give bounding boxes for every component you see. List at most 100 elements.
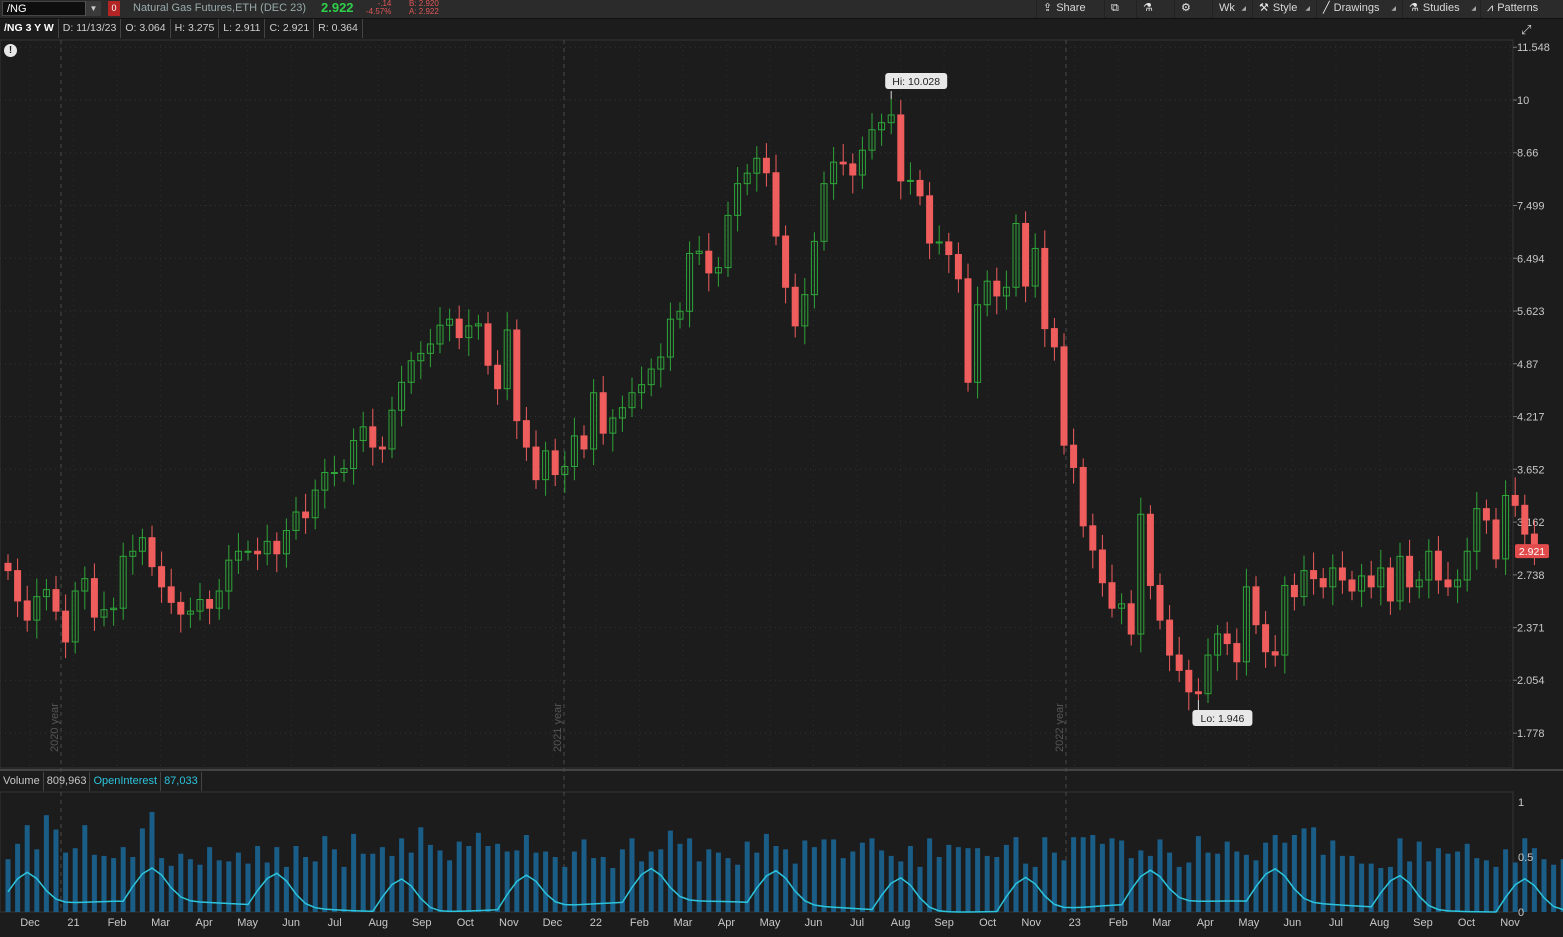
candle-body <box>1300 570 1308 598</box>
volume-bar <box>351 833 357 912</box>
candle-body <box>609 417 617 434</box>
volume-bar <box>629 838 635 912</box>
zoom-icon: ⤢ <box>1521 23 1531 38</box>
volume-bar <box>821 839 827 912</box>
candle-body <box>100 609 108 618</box>
patterns-button[interactable]: ⩘ Patterns <box>1480 0 1563 18</box>
candle-body <box>4 562 12 572</box>
volume-bar <box>619 849 625 912</box>
candle-body <box>945 241 953 256</box>
candle-body <box>330 471 338 474</box>
candle-body <box>484 323 492 366</box>
symbol-input[interactable]: /NG <box>2 1 100 16</box>
time-tick-label: Nov <box>1021 917 1041 929</box>
candle-body <box>52 589 60 612</box>
candle-body <box>1118 603 1126 609</box>
volume-bar <box>72 848 78 912</box>
candle-body <box>62 610 70 643</box>
symbol-dropdown-icon[interactable]: ▼ <box>85 1 101 16</box>
volume-bar <box>1282 842 1288 912</box>
candle-body <box>714 267 722 274</box>
year-marker-label: 2020 year <box>49 703 61 752</box>
volume-bar <box>1426 861 1432 912</box>
close-readout: C: 2.921 <box>265 19 315 38</box>
volume-bar <box>1243 854 1249 912</box>
candle-body <box>1396 555 1404 602</box>
volume-bar <box>322 836 328 912</box>
candle-body <box>666 318 674 358</box>
candle-body <box>542 450 550 481</box>
low-callout-box <box>1192 710 1253 727</box>
candle-body <box>503 329 511 390</box>
volume-bar <box>994 857 1000 912</box>
time-tick-label: Dec <box>543 917 563 929</box>
time-tick-label: Jul <box>1329 917 1343 929</box>
high-callout <box>885 72 948 99</box>
volume-bar <box>360 853 366 912</box>
time-tick-label: Feb <box>630 917 649 929</box>
candle-body <box>532 446 540 481</box>
candle-body <box>417 352 425 362</box>
candle-body <box>244 550 252 553</box>
candle-body <box>1377 567 1385 588</box>
volume-bar <box>43 815 49 912</box>
price-tick-label: 11.548 <box>1517 42 1550 54</box>
alert-badge[interactable]: 0 <box>108 1 120 16</box>
price-tick-label: 10 <box>1517 95 1529 107</box>
style-button[interactable]: ⚒ Style ◢ <box>1252 0 1312 18</box>
candle-body <box>311 489 319 519</box>
candle-body <box>868 129 876 151</box>
volume-value: 809,963 <box>44 772 91 791</box>
time-tick-label: Mar <box>151 917 170 929</box>
volume-bar <box>408 852 414 912</box>
volume-bar <box>437 850 443 912</box>
candle-body <box>33 596 41 621</box>
candle-body <box>1367 575 1375 588</box>
open-interest-value: 87,033 <box>161 772 202 791</box>
candle-body <box>388 409 396 450</box>
candle-body <box>676 310 684 320</box>
date-readout: D: 11/13/23 <box>59 19 122 38</box>
studies-button[interactable]: ⚗ Studies ◢ <box>1402 0 1478 18</box>
low-callout <box>1192 700 1253 727</box>
candle-body <box>1031 247 1039 287</box>
chart-symbol-label[interactable]: /NG 3 Y W <box>0 19 59 38</box>
candle-body <box>858 149 866 176</box>
candle-body <box>878 122 886 131</box>
candle-body <box>234 550 242 561</box>
time-tick-label: Nov <box>499 917 519 929</box>
candle-body <box>455 318 463 339</box>
top-toolbar: /NG ▼ 0 Natural Gas Futures,ETH (DEC 23)… <box>0 0 1563 19</box>
timeframe-button[interactable]: Wk ◢ <box>1212 0 1248 18</box>
volume-bar <box>792 863 798 912</box>
volume-bar <box>1272 835 1278 912</box>
candle-body <box>350 440 358 469</box>
drawings-button[interactable]: ╱ Drawings ◢ <box>1316 0 1398 18</box>
symbol-description: Natural Gas Futures,ETH (DEC 23) <box>133 2 306 14</box>
volume-bar <box>399 838 405 912</box>
ask-value: A: 2.922 <box>409 7 439 16</box>
volume-bar <box>485 846 491 912</box>
volume-bar <box>283 866 289 912</box>
volume-bar <box>149 811 155 912</box>
candle-body <box>1310 570 1318 580</box>
share-button[interactable]: ⇪ Share <box>1036 0 1102 18</box>
candle-body <box>954 254 962 280</box>
candle-body <box>1348 579 1356 592</box>
candle-body <box>1079 466 1087 527</box>
candle-body <box>1521 504 1529 535</box>
flask-button[interactable]: ⚗ <box>1136 0 1166 18</box>
volume-bar <box>773 846 779 912</box>
candle-body <box>1444 579 1452 588</box>
volume-bar <box>226 861 232 912</box>
share-icon: ⇪ <box>1043 2 1053 14</box>
volume-bar <box>120 847 126 912</box>
volume-bar <box>1503 849 1509 912</box>
settings-button[interactable]: ⚙ <box>1174 0 1204 18</box>
volume-bar <box>907 846 913 912</box>
warning-icon[interactable]: ! <box>4 44 17 57</box>
volume-bar <box>1080 837 1086 912</box>
chart-settings-button[interactable]: ⧉ <box>1104 0 1134 18</box>
low-callout-label: Lo: 1.946 <box>1201 713 1245 725</box>
